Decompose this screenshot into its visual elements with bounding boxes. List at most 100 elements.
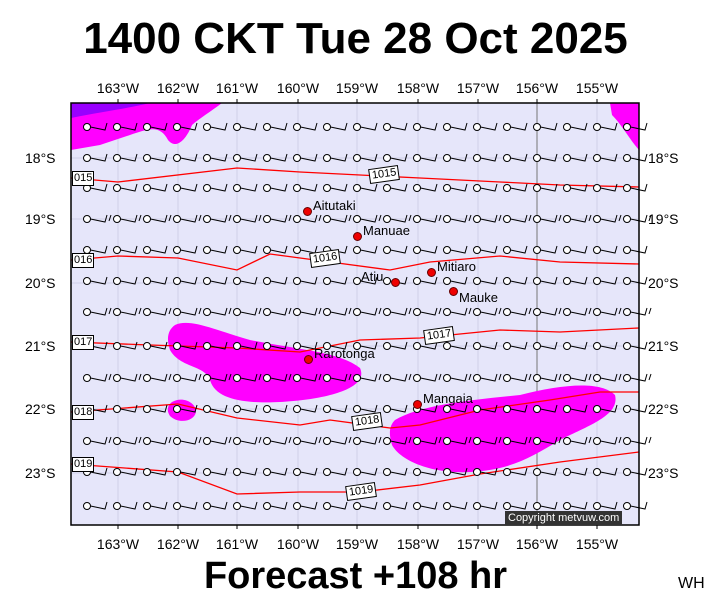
wind-barb	[383, 183, 408, 192]
lon-label-top: 161°W	[215, 80, 259, 96]
wind-barb	[173, 436, 202, 445]
wind-barb	[443, 467, 468, 476]
island-label-mitiaro: Mitiaro	[437, 259, 477, 274]
wind-barb	[173, 373, 202, 382]
wind-barb	[443, 501, 468, 510]
lon-label-top: 160°W	[276, 80, 320, 96]
wind-barb	[173, 276, 198, 285]
lat-label-right: 22°S	[648, 401, 679, 417]
wind-barb	[443, 341, 468, 350]
wind-barb	[203, 245, 228, 254]
lon-label-bottom: 157°W	[456, 536, 500, 552]
wind-barb	[533, 341, 558, 350]
wind-barb	[383, 436, 412, 445]
wind-barb	[413, 276, 438, 285]
wind-barb	[563, 245, 588, 254]
wind-barb	[143, 245, 168, 254]
wind-barb	[383, 122, 408, 131]
island-label-rarotonga: Rarotonga	[314, 346, 375, 361]
wind-barb	[623, 467, 648, 476]
wind-barb	[503, 436, 532, 445]
wind-barb	[443, 373, 472, 382]
lat-label-right: 20°S	[648, 275, 679, 291]
lat-label-left: 23°S	[25, 465, 56, 481]
wind-barb	[503, 153, 528, 162]
copyright-label: Copyright metvuw.com	[505, 511, 623, 525]
rain-area-northwest-heavy	[71, 103, 150, 118]
wind-barb	[323, 373, 352, 382]
lon-label-bottom: 155°W	[575, 536, 619, 552]
wind-barb	[203, 153, 228, 162]
wind-barb	[563, 183, 588, 192]
wind-barb	[143, 122, 168, 131]
wind-barb	[263, 467, 288, 476]
island-label-mangaia: Mangaia	[423, 391, 473, 406]
wind-barb	[143, 183, 168, 192]
wind-barb	[623, 214, 652, 223]
wind-barb	[563, 214, 592, 223]
wind-barb	[503, 245, 528, 254]
lon-label-top: 156°W	[515, 80, 559, 96]
wind-barb	[233, 436, 262, 445]
wind-barb	[533, 214, 562, 223]
lon-label-top: 162°W	[156, 80, 200, 96]
wind-barb	[593, 183, 618, 192]
wind-barb	[623, 307, 652, 316]
wind-barb	[413, 214, 442, 223]
lon-label-bottom: 160°W	[276, 536, 320, 552]
wind-barb	[293, 467, 318, 476]
wind-barb	[533, 276, 558, 285]
wind-barb	[593, 307, 622, 316]
wind-barb	[83, 307, 112, 316]
wind-barb	[263, 404, 288, 413]
island-label-atiu: Atiu	[361, 269, 384, 284]
wind-barb	[353, 276, 378, 285]
island-label-aitutaki: Aitutaki	[313, 198, 356, 213]
wind-barb	[203, 183, 228, 192]
wind-barb	[113, 276, 138, 285]
island-label-mauke: Mauke	[459, 290, 499, 305]
wind-barb	[473, 436, 502, 445]
wind-barb	[443, 245, 468, 254]
wind-barb	[203, 307, 232, 316]
wind-barb	[143, 373, 172, 382]
wind-barb	[173, 214, 202, 223]
wind-barb	[263, 436, 292, 445]
wind-barb	[293, 501, 318, 510]
lon-label-bottom: 159°W	[335, 536, 379, 552]
wind-barb	[353, 214, 382, 223]
wind-barb	[473, 467, 498, 476]
wind-barb	[593, 341, 618, 350]
wind-barb	[383, 276, 408, 285]
wind-barb	[143, 307, 172, 316]
wind-barb	[233, 245, 258, 254]
wind-barb	[443, 153, 468, 162]
wind-barb	[503, 404, 528, 413]
wind-barbs	[83, 122, 652, 510]
lat-label-right: 19°S	[648, 211, 679, 227]
rain-area-small	[167, 399, 196, 421]
island-marker	[427, 268, 436, 277]
wind-barb	[413, 245, 438, 254]
wind-barb	[293, 307, 322, 316]
wind-barb	[233, 307, 262, 316]
wind-barb	[143, 341, 168, 350]
wind-barb	[323, 404, 348, 413]
wind-barb	[623, 341, 648, 350]
wind-barb	[383, 245, 408, 254]
wind-barb	[383, 307, 412, 316]
wind-barb	[233, 122, 258, 131]
wind-barb	[383, 153, 408, 162]
wind-barb	[203, 404, 228, 413]
wind-barb	[563, 436, 592, 445]
forecast-hour: Forecast +108 hr	[203, 555, 508, 597]
wind-barb	[623, 183, 648, 192]
lon-label-top: 163°W	[96, 80, 140, 96]
wind-barb	[113, 122, 138, 131]
wind-barb	[113, 307, 142, 316]
island-label-manuae: Manuae	[363, 223, 410, 238]
wind-barb	[113, 341, 138, 350]
wind-barb	[173, 122, 198, 131]
wind-barb	[173, 183, 198, 192]
